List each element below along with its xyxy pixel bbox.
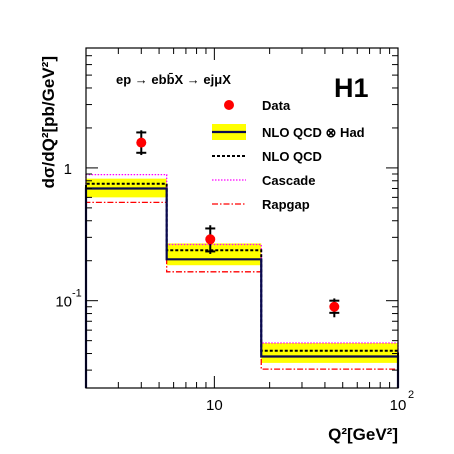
process-label: ep → ebb̄X → ejμX bbox=[116, 72, 231, 87]
band-layer bbox=[86, 178, 398, 363]
data-layer bbox=[136, 130, 340, 318]
legend-label: NLO QCD ⊗ Had bbox=[262, 125, 365, 140]
plot-frame bbox=[85, 47, 399, 389]
data-point bbox=[136, 137, 147, 148]
legend-marker-data bbox=[224, 100, 234, 110]
x-tick-label: 10 bbox=[206, 397, 223, 414]
legend: Data NLO QCD ⊗ Had NLO QCD Cascade Rapgap bbox=[212, 98, 365, 212]
x-tick-label-exponent: 2 bbox=[408, 389, 414, 401]
y-tick-label: 10 bbox=[55, 294, 72, 311]
curve-cascade bbox=[85, 173, 399, 388]
y-tick-label: 1 bbox=[64, 161, 72, 178]
data-point bbox=[205, 234, 216, 245]
x-tick-label: 10 bbox=[390, 397, 407, 414]
curve-rapgap bbox=[85, 201, 399, 388]
y-tick-label-exponent: -1 bbox=[72, 288, 82, 300]
legend-label: NLO QCD bbox=[262, 149, 322, 164]
curve-nlo-qcd bbox=[85, 182, 399, 388]
uncertainty-band-bin-2 bbox=[166, 243, 262, 266]
data-point bbox=[329, 301, 340, 312]
experiment-label: H1 bbox=[334, 73, 369, 103]
curve-nlo-qcd-had bbox=[84, 187, 400, 388]
curve-layer bbox=[84, 173, 400, 388]
tick-layer bbox=[85, 47, 399, 388]
legend-label: Cascade bbox=[262, 173, 315, 188]
legend-label: Rapgap bbox=[262, 197, 310, 212]
y-axis-label: dσ/dQ²[pb/GeV²] bbox=[39, 56, 58, 189]
legend-label: Data bbox=[262, 98, 291, 113]
x-axis-label: Q²[GeV²] bbox=[328, 425, 398, 444]
uncertainty-band-bin-3 bbox=[261, 343, 398, 363]
